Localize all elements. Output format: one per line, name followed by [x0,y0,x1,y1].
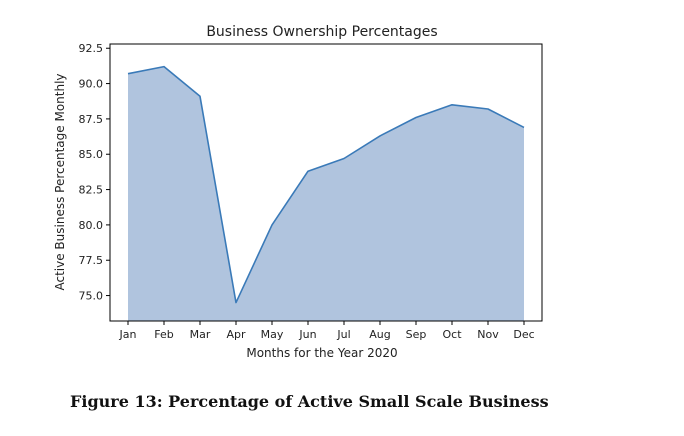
y-tick-label: 82.5 [79,184,104,197]
x-tick-label-oct: Oct [442,328,462,341]
area-chart: Business Ownership Percentages 75.0 77.5 8… [53,24,543,360]
x-tick-label-dec: Dec [513,328,534,341]
x-axis: Jan Feb Mar Apr May Jun Jul Aug Sep Oct Nov Dec [119,321,535,341]
y-tick-label: 87.5 [79,113,104,126]
x-tick-label-apr: Apr [226,328,246,341]
x-tick-label-jul: Jul [336,328,350,341]
series-area [128,66,524,321]
series-line [127,65,525,304]
y-tick-label: 92.5 [79,42,104,55]
x-tick-label-may: May [261,328,284,341]
y-tick-label: 75.0 [79,290,104,303]
chart-title: Business Ownership Percentages [206,24,437,40]
figure-caption: Figure 13: Percentage of Active Small Sc… [70,392,549,411]
chart-canvas: Business Ownership Percentages 75.0 77.5 8… [53,24,543,360]
y-tick-label: 85.0 [79,148,104,161]
y-tick-label: 90.0 [79,78,104,91]
x-tick-label-nov: Nov [477,328,499,341]
x-tick-label-aug: Aug [369,328,390,341]
x-tick-label-sep: Sep [406,328,427,341]
plot-frame [109,43,543,322]
x-tick-label-feb: Feb [154,328,173,341]
y-tick-label: 77.5 [79,254,104,267]
x-tick-label-mar: Mar [190,328,211,341]
chart-marks [127,65,525,321]
x-tick-label-jan: Jan [119,328,137,341]
x-tick-label-jun: Jun [298,328,316,341]
y-tick-label: 80.0 [79,219,104,232]
y-axis-title: Active Business Percentage Monthly [53,73,67,290]
x-axis-title: Months for the Year 2020 [246,346,397,360]
y-axis: 75.0 77.5 80.0 82.5 85.0 87.5 90.0 92.5 [79,42,110,303]
